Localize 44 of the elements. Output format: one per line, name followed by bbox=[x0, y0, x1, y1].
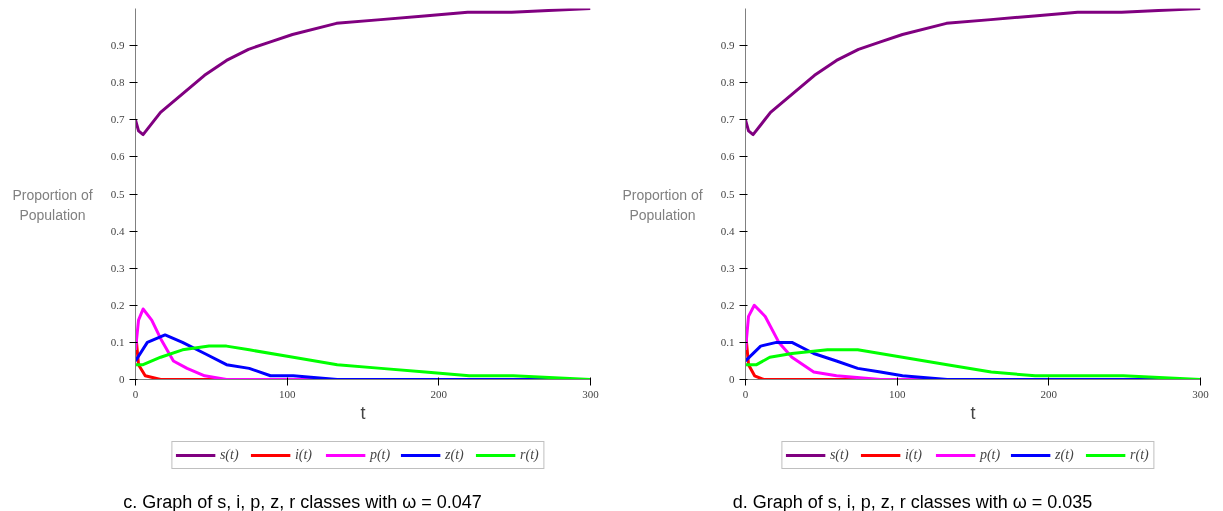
y-tick-label: 0.2 bbox=[110, 298, 125, 311]
y-tick-label: 0.6 bbox=[720, 150, 735, 163]
y-tick-label: 0.3 bbox=[720, 261, 735, 274]
y-tick-label: 0.7 bbox=[720, 113, 735, 126]
y-tick-label: 0.4 bbox=[720, 224, 735, 237]
y-tick-label: 0 bbox=[729, 373, 735, 385]
y-axis-title: Proportion of Population bbox=[12, 186, 93, 225]
x-axis-title: t bbox=[360, 402, 366, 423]
x-axis-title: t bbox=[970, 402, 976, 423]
y-tick-label: 0.8 bbox=[720, 76, 735, 89]
y-tick-label: 0.9 bbox=[110, 39, 125, 52]
text: c. Graph of s, i, p, z, r classes with ω = 0.047 bbox=[123, 491, 482, 511]
y-tick-label: 0.5 bbox=[110, 187, 125, 200]
y-tick-label: 0.1 bbox=[720, 335, 735, 348]
y-tick-label: 0.9 bbox=[720, 39, 735, 52]
y-tick-label: 0.6 bbox=[110, 150, 125, 163]
x-tick-label: 300 bbox=[1192, 387, 1210, 400]
legend-label: s(t) bbox=[829, 447, 850, 463]
legend-label: i(t) bbox=[904, 447, 923, 463]
y-axis-title: Proportion of Population bbox=[622, 186, 703, 225]
x-tick-label: 0 bbox=[742, 387, 749, 400]
text: d. Graph of s, i, p, z, r classes with ω = 0.035 bbox=[732, 491, 1093, 511]
y-tick-label: 0.7 bbox=[110, 113, 125, 126]
x-tick-label: 100 bbox=[278, 387, 296, 400]
legend-label: z(t) bbox=[1055, 447, 1075, 463]
x-tick-label: 200 bbox=[430, 387, 448, 400]
x-tick-label: 0 bbox=[132, 387, 139, 400]
legend-label: i(t) bbox=[294, 447, 313, 463]
y-tick-label: 0.3 bbox=[110, 261, 125, 274]
legend-label: p(t) bbox=[979, 447, 1001, 463]
x-tick-label: 300 bbox=[582, 387, 600, 400]
y-tick-label: 0.5 bbox=[720, 187, 735, 200]
legend-label: p(t) bbox=[369, 447, 391, 463]
y-tick-label: 0.1 bbox=[110, 335, 125, 348]
y-tick-label: 0.4 bbox=[110, 224, 125, 237]
x-tick-label: 200 bbox=[1040, 387, 1058, 400]
legend-label: z(t) bbox=[445, 447, 465, 463]
y-tick-label: 0.8 bbox=[110, 76, 125, 89]
y-tick-label: 0 bbox=[119, 373, 125, 385]
y-tick-label: 0.2 bbox=[720, 298, 735, 311]
legend-label: s(t) bbox=[219, 447, 240, 463]
legend-label: r(t) bbox=[520, 447, 540, 463]
legend-label: r(t) bbox=[1130, 447, 1150, 463]
x-tick-label: 100 bbox=[888, 387, 906, 400]
